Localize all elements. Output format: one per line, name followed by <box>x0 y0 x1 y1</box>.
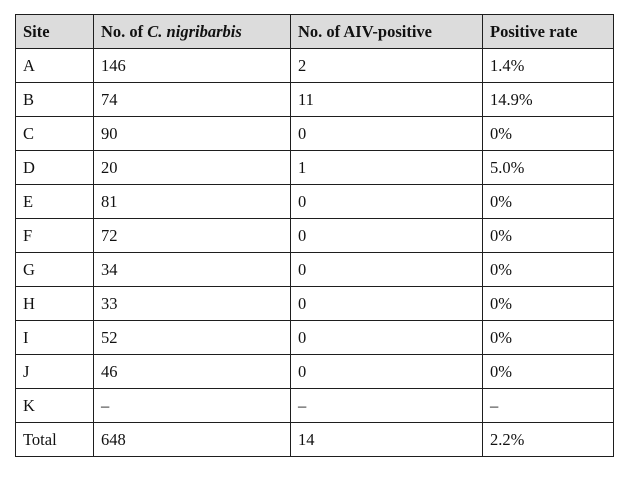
table-body: A 146 2 1.4% B 74 11 14.9% C 90 0 0% D 2… <box>15 48 614 457</box>
cell-site: G <box>15 252 94 287</box>
cell-rate: 0% <box>482 286 614 321</box>
cell-positive: 0 <box>290 116 483 151</box>
cell-positive: 0 <box>290 252 483 287</box>
cell-positive: 0 <box>290 218 483 253</box>
cell-positive: 11 <box>290 82 483 117</box>
table-row: B 74 11 14.9% <box>15 82 614 117</box>
cell-site: K <box>15 388 94 423</box>
cell-positive: 0 <box>290 354 483 389</box>
total-label: Total <box>15 422 94 457</box>
cell-count: 52 <box>93 320 291 355</box>
total-positive: 14 <box>290 422 483 457</box>
table-row: F 72 0 0% <box>15 218 614 253</box>
site-results-table-container: Site No. of C. nigribarbis No. of AIV-po… <box>15 14 614 457</box>
header-site: Site <box>15 14 94 49</box>
cell-site: C <box>15 116 94 151</box>
cell-site: A <box>15 48 94 83</box>
total-count: 648 <box>93 422 291 457</box>
table-row: I 52 0 0% <box>15 320 614 355</box>
cell-site: J <box>15 354 94 389</box>
cell-rate: 0% <box>482 116 614 151</box>
cell-site: E <box>15 184 94 219</box>
table-row: C 90 0 0% <box>15 116 614 151</box>
cell-site: I <box>15 320 94 355</box>
cell-site: D <box>15 150 94 185</box>
cell-site: H <box>15 286 94 321</box>
header-row: Site No. of C. nigribarbis No. of AIV-po… <box>15 14 614 49</box>
cell-rate: – <box>482 388 614 423</box>
cell-rate: 0% <box>482 184 614 219</box>
cell-rate: 0% <box>482 252 614 287</box>
cell-rate: 14.9% <box>482 82 614 117</box>
total-row: Total 648 14 2.2% <box>15 422 614 457</box>
table-row: J 46 0 0% <box>15 354 614 389</box>
cell-count: 146 <box>93 48 291 83</box>
cell-positive: – <box>290 388 483 423</box>
header-count-species: C. nigribarbis <box>147 21 242 41</box>
cell-rate: 5.0% <box>482 150 614 185</box>
cell-rate: 0% <box>482 320 614 355</box>
table-header: Site No. of C. nigribarbis No. of AIV-po… <box>15 14 614 49</box>
cell-count: – <box>93 388 291 423</box>
cell-count: 81 <box>93 184 291 219</box>
cell-site: B <box>15 82 94 117</box>
cell-count: 33 <box>93 286 291 321</box>
total-rate: 2.2% <box>482 422 614 457</box>
table-row: H 33 0 0% <box>15 286 614 321</box>
header-count: No. of C. nigribarbis <box>93 14 291 49</box>
header-count-prefix: No. of <box>101 21 148 41</box>
cell-count: 20 <box>93 150 291 185</box>
table-row: E 81 0 0% <box>15 184 614 219</box>
header-rate: Positive rate <box>482 14 614 49</box>
cell-count: 46 <box>93 354 291 389</box>
cell-positive: 0 <box>290 184 483 219</box>
table-row: A 146 2 1.4% <box>15 48 614 83</box>
cell-positive: 2 <box>290 48 483 83</box>
cell-positive: 0 <box>290 320 483 355</box>
cell-count: 72 <box>93 218 291 253</box>
header-positive: No. of AIV-positive <box>290 14 483 49</box>
cell-site: F <box>15 218 94 253</box>
cell-rate: 0% <box>482 354 614 389</box>
table-row: D 20 1 5.0% <box>15 150 614 185</box>
cell-rate: 0% <box>482 218 614 253</box>
cell-positive: 0 <box>290 286 483 321</box>
site-results-table: Site No. of C. nigribarbis No. of AIV-po… <box>15 14 614 457</box>
cell-count: 74 <box>93 82 291 117</box>
cell-count: 90 <box>93 116 291 151</box>
table-row: K – – – <box>15 388 614 423</box>
cell-count: 34 <box>93 252 291 287</box>
cell-positive: 1 <box>290 150 483 185</box>
cell-rate: 1.4% <box>482 48 614 83</box>
table-row: G 34 0 0% <box>15 252 614 287</box>
